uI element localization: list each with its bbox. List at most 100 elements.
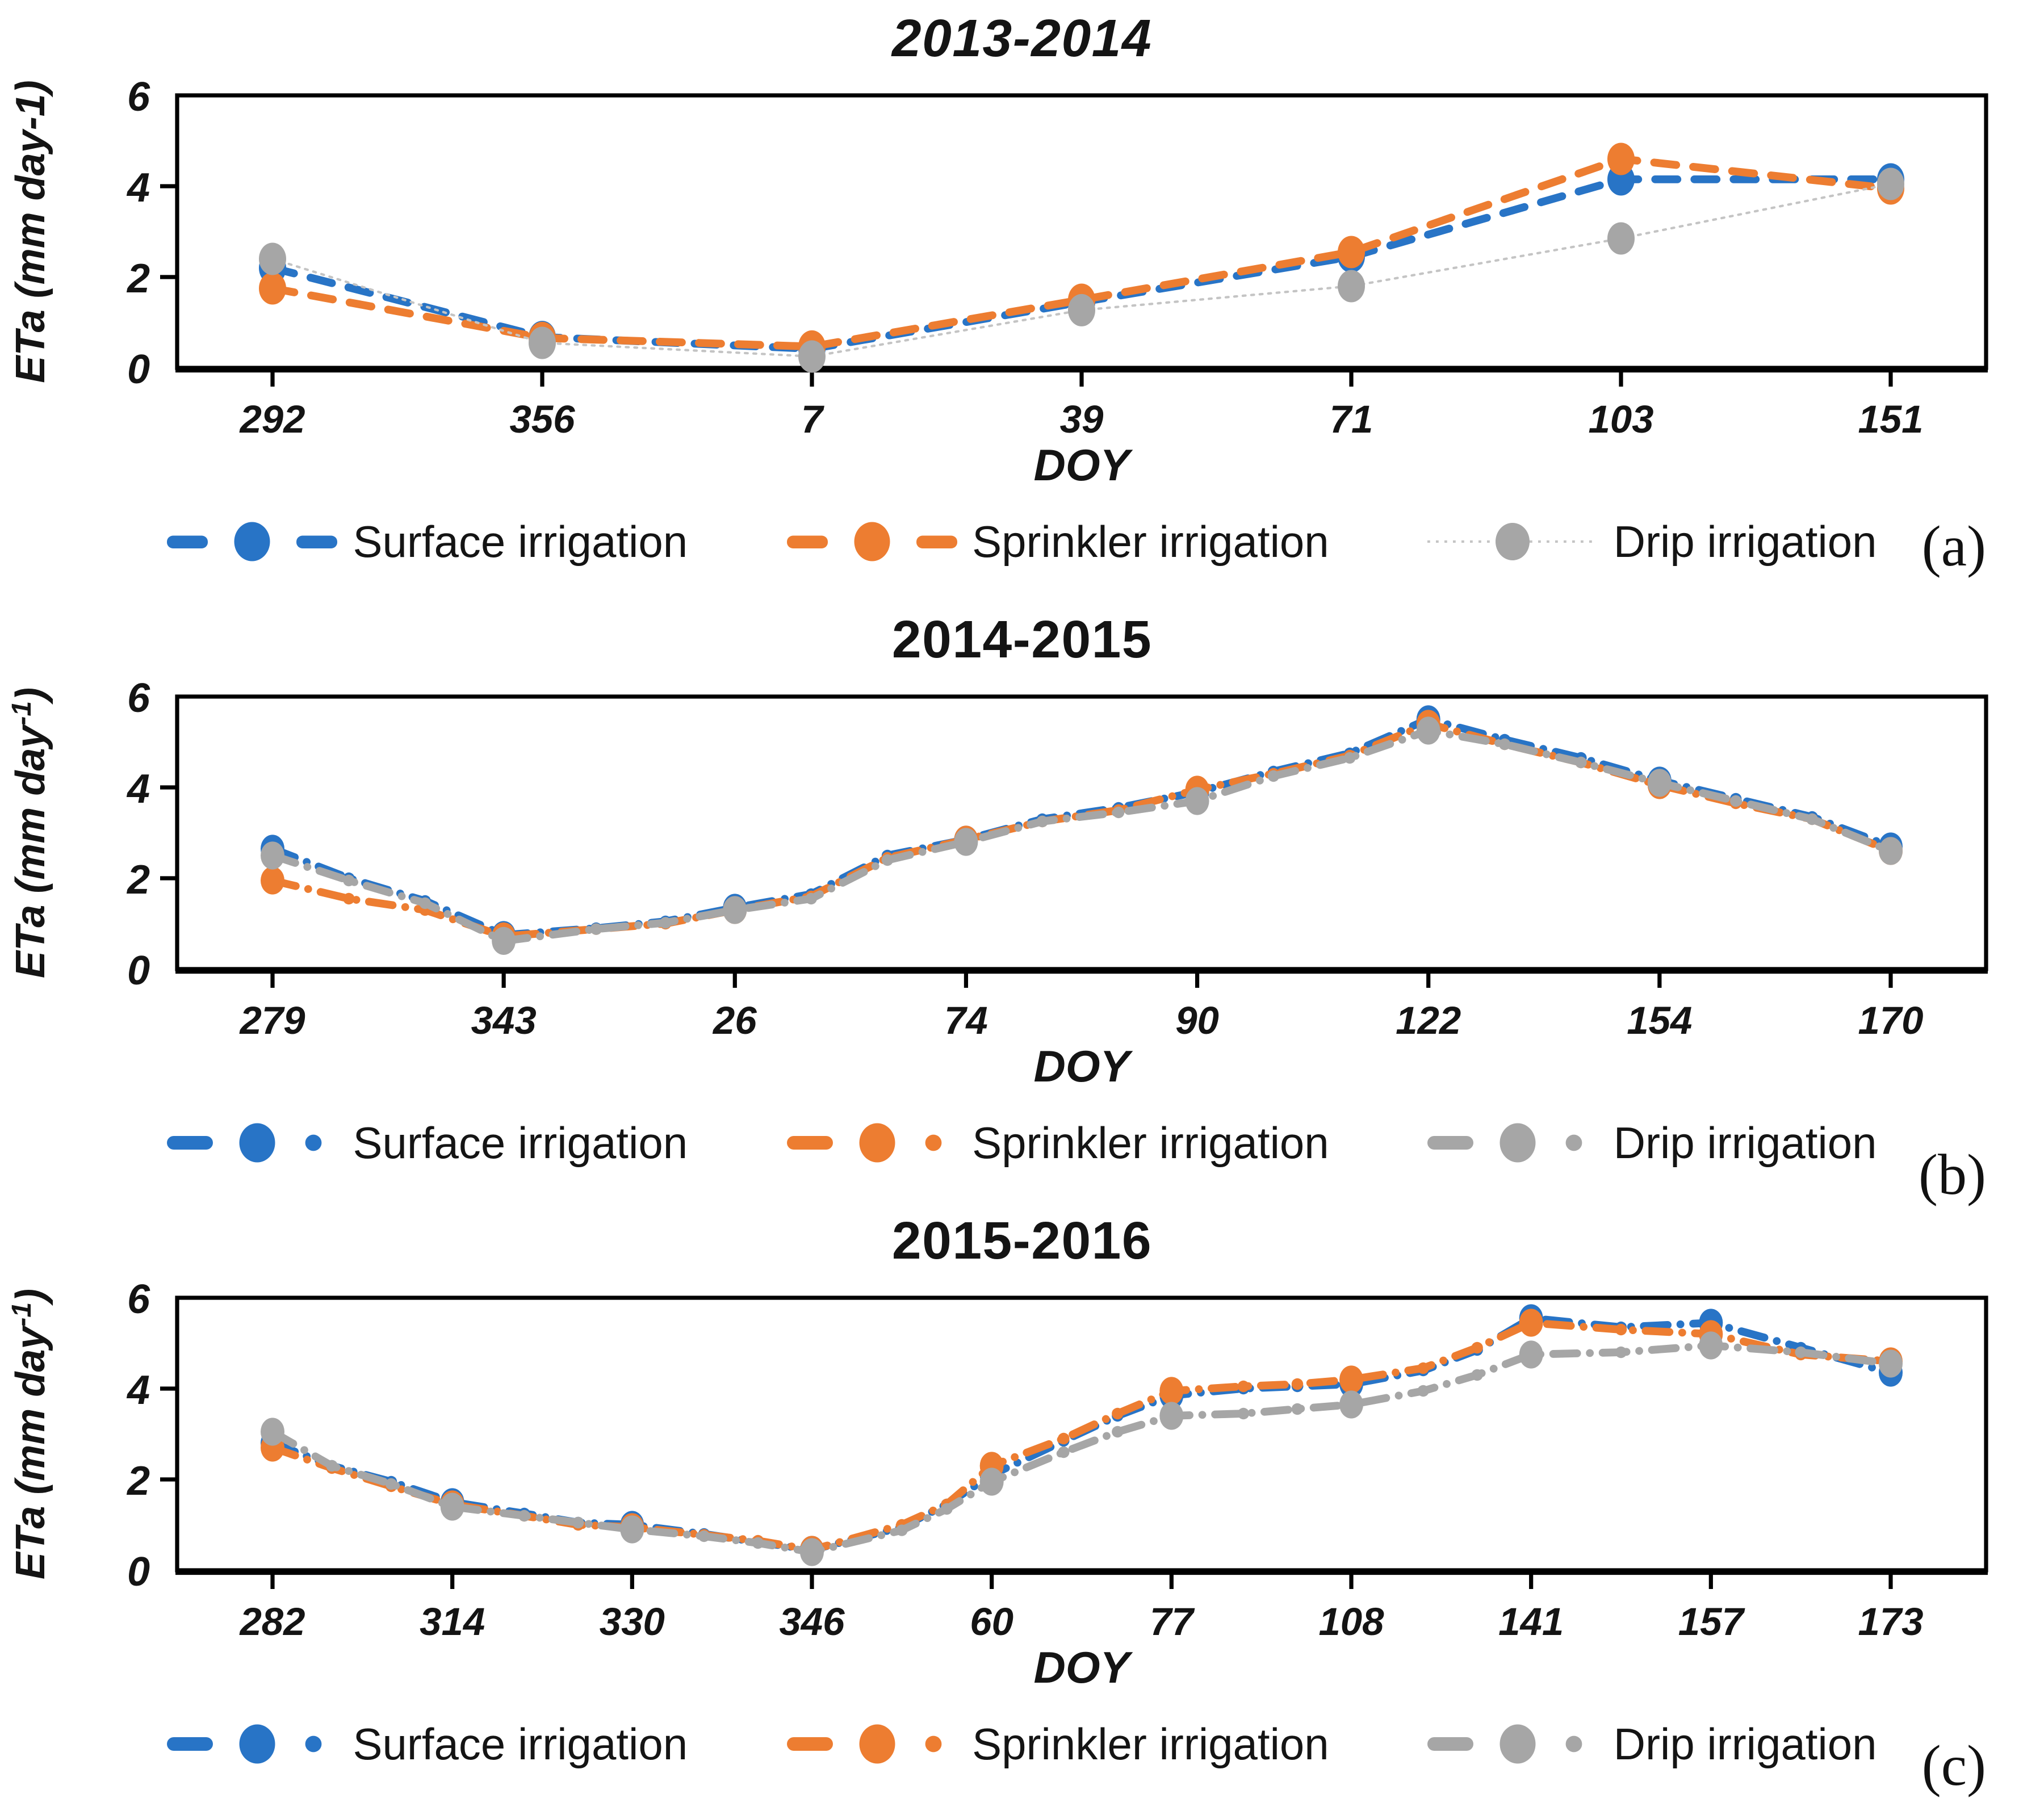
chart-a-yaxis-title: ETa (mm day-1) [8, 80, 53, 383]
chart-a-sprinkler-marker [1607, 142, 1635, 175]
drip-legend-marker-icon [1427, 523, 1598, 560]
chart-a-ytick-4: 4 [126, 165, 150, 211]
chart-b-drip-marker [590, 923, 602, 935]
chart-c-ytick-4: 4 [126, 1368, 150, 1413]
drip-legend-marker-icon [1427, 1724, 1583, 1764]
chart-b-svg: 0 2 4 6 279 343 26 74 90 122 154 170 DOY ETa (mm day-… [7, 676, 1988, 1091]
chart-b-drip-marker [1344, 752, 1356, 764]
chart-c-legend: Surface irrigation Sprinkler irrigation Dr… [0, 1703, 2044, 1785]
chart-b-drip-marker [881, 854, 894, 866]
chart-a-xtick-292: 292 [238, 397, 305, 441]
legend-label-sprinkler: Sprinkler irrigation [972, 1717, 1329, 1769]
legend-item-drip: Drip irrigation [1427, 1116, 1877, 1169]
chart-c-drip-marker [1615, 1346, 1627, 1359]
chart-c-drip-marker [1058, 1446, 1070, 1458]
chart-c-xtick-141: 141 [1498, 1600, 1564, 1644]
chart-b-drip-marker [419, 897, 431, 909]
chart-c-drip-marker [752, 1537, 764, 1549]
chart-c-xtick-108: 108 [1318, 1600, 1384, 1644]
chart-c-xtick-60: 60 [970, 1600, 1013, 1644]
chart-c-sprinkler-marker [1519, 1309, 1543, 1337]
legend-label-drip: Drip irrigation [1613, 1717, 1877, 1769]
chart-c-sprinkler-marker [1417, 1362, 1429, 1374]
chart-b-plot-area: 0 2 4 6 279 343 26 74 90 122 154 170 DOY ETa (mm day-… [0, 673, 2044, 1102]
chart-a-sprinkler-marker [259, 272, 286, 305]
chart-a-legend: Surface irrigation Sprinkler irrigation Dr… [0, 501, 2044, 582]
chart-a-xtick-151: 151 [1858, 397, 1923, 441]
chart-c-drip-marker [1237, 1407, 1250, 1420]
sprinkler-legend-marker-icon [786, 1123, 941, 1163]
chart-c-drip-marker [572, 1516, 584, 1529]
chart-c-sprinkler-marker [1112, 1407, 1124, 1420]
legend-item-surface: Surface irrigation [167, 515, 688, 568]
chart-a-drip-marker [529, 326, 556, 359]
chart-b-drip-marker [954, 828, 978, 856]
chart-b-drip-marker [1416, 716, 1440, 745]
chart-b-drip-marker [1806, 813, 1818, 825]
panel-2014-2015: 2014-2015 0 2 4 6 279 343 26 74 90 122 154 170 DOY ET… [0, 601, 2044, 1208]
chart-c-xtick-314: 314 [420, 1600, 485, 1644]
chart-c-drip-marker [1339, 1390, 1363, 1419]
legend-label-surface: Surface irrigation [353, 515, 688, 567]
legend-item-surface: Surface irrigation [167, 1117, 688, 1169]
chart-c-xtick-173: 173 [1858, 1600, 1923, 1644]
chart-c-sprinkler-marker [1291, 1378, 1304, 1390]
chart-a-xtick-356: 356 [509, 397, 575, 441]
panel-2015-2016: 2015-2016 0 2 4 6 282 314 330 346 60 77 108 141 157 1… [0, 1202, 2044, 1807]
chart-b-xtick-279: 279 [238, 999, 305, 1042]
chart-b-drip-marker [1267, 770, 1280, 782]
chart-c-xtick-157: 157 [1678, 1600, 1746, 1644]
chart-c-drip-marker [941, 1503, 953, 1515]
chart-a-xtick-103: 103 [1588, 397, 1653, 441]
chart-c-sprinkler-marker [1159, 1377, 1184, 1405]
chart-c-drip-marker [979, 1468, 1004, 1496]
chart-b-xtick-122: 122 [1396, 999, 1461, 1042]
chart-c-drip-marker [1159, 1402, 1184, 1430]
chart-b-legend: Surface irrigation Sprinkler irrigation Dr… [0, 1102, 2044, 1184]
legend-label-drip: Drip irrigation [1613, 1116, 1877, 1168]
chart-b-drip-marker [1036, 815, 1048, 828]
chart-a-drip-marker [259, 242, 286, 275]
chart-b-drip-marker [1647, 769, 1672, 797]
chart-c-xaxis-title: DOY [1033, 1642, 1133, 1692]
chart-b-drip-marker [723, 896, 747, 924]
chart-b-ytick-6: 6 [127, 676, 150, 721]
chart-b-drip-marker [659, 917, 672, 929]
legend-item-drip: Drip irrigation [1427, 515, 1877, 568]
chart-a-sprinkler-marker [1338, 236, 1365, 269]
chart-b-ytick-2: 2 [126, 857, 150, 903]
chart-c-svg: 0 2 4 6 282 314 330 346 60 77 108 141 157 173 DOY ETa (… [7, 1277, 1988, 1692]
chart-c-plot-area: 0 2 4 6 282 314 330 346 60 77 108 141 157 173 DOY ETa (… [0, 1274, 2044, 1703]
chart-c-drip-marker [326, 1460, 338, 1472]
surface-legend-marker-icon [167, 1724, 322, 1764]
chart-c-drip-marker [620, 1515, 644, 1544]
panel-2013-2014: 2013-2014 0 2 4 6 292 356 7 39 71 103 151 DOY ETa (m… [0, 0, 2044, 601]
chart-b-drip-marker [492, 926, 516, 955]
legend-item-sprinkler: Sprinkler irrigation [786, 1718, 1329, 1771]
surface-legend-marker-icon [167, 522, 338, 561]
legend-label-surface: Surface irrigation [353, 1717, 688, 1769]
chart-b-sprinkler-line [269, 720, 1895, 941]
chart-b-xtick-154: 154 [1627, 999, 1692, 1042]
legend-label-sprinkler: Sprinkler irrigation [972, 1116, 1329, 1168]
chart-b-ytick-0: 0 [127, 948, 150, 993]
chart-c-sprinkler-marker [1471, 1341, 1483, 1354]
chart-a-xtick-71: 71 [1330, 397, 1373, 441]
chart-b-drip-marker [805, 892, 817, 905]
chart-b-drip-marker [1879, 837, 1903, 865]
chart-c-sprinkler-marker [1058, 1432, 1070, 1445]
chart-c-ytick-6: 6 [127, 1277, 150, 1322]
chart-b-xtick-26: 26 [712, 999, 757, 1042]
chart-c-title: 2015-2016 [891, 1211, 1153, 1271]
chart-b-drip-marker [1730, 795, 1742, 807]
chart-c-drip-marker [1417, 1385, 1429, 1397]
chart-c-drip-marker [698, 1530, 710, 1542]
legend-label-drip: Drip irrigation [1613, 515, 1877, 567]
chart-c-drip-marker [261, 1418, 284, 1446]
legend-item-sprinkler: Sprinkler irrigation [786, 515, 1329, 568]
chart-a-xtick-39: 39 [1060, 397, 1104, 441]
chart-c-xtick-77: 77 [1150, 1600, 1195, 1644]
chart-b-drip-marker [343, 874, 355, 887]
chart-b-ytick-4: 4 [126, 766, 150, 812]
